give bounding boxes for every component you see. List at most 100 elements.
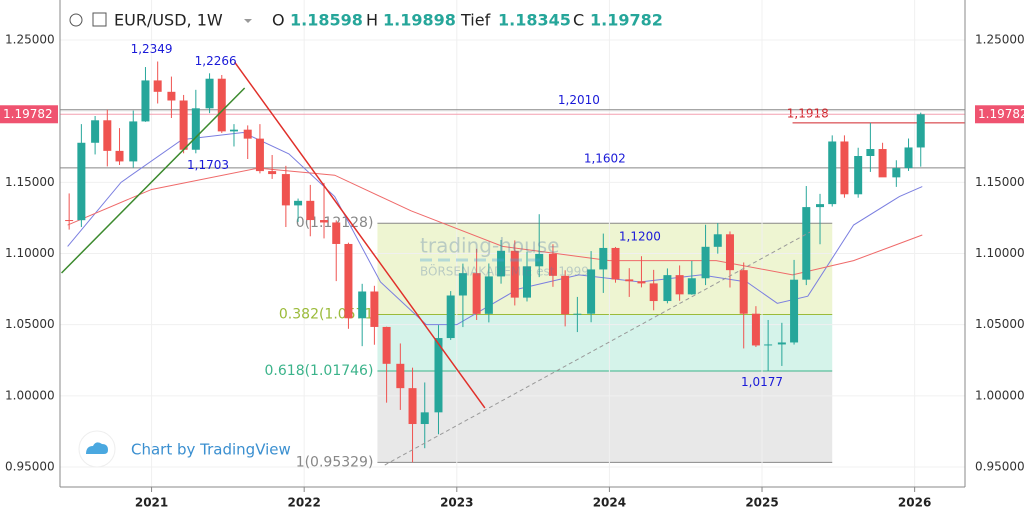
y-tick-label: 1.15000 <box>975 175 1024 189</box>
add-icon[interactable] <box>92 12 107 27</box>
candle-body <box>205 78 214 109</box>
fib-label: 1(0.95329) <box>296 454 374 470</box>
grid-layer <box>60 0 965 487</box>
candle-body <box>573 313 582 315</box>
trend-line <box>60 87 246 274</box>
y-tick-label: 1.25000 <box>975 33 1024 47</box>
candle-body <box>217 78 226 132</box>
horizontal-line-label: 1,1918 <box>787 106 829 120</box>
candle-body <box>103 120 112 151</box>
candle-body <box>243 129 252 139</box>
watermark: trading-house BÖRSENAKADEMIE est 1999 <box>420 234 589 279</box>
x-tick-label: 2023 <box>440 496 473 510</box>
candle-body <box>535 253 544 267</box>
watermark-subtitle: BÖRSENAKADEMIE est 1999 <box>420 263 589 279</box>
fib-zone <box>377 370 833 463</box>
moving-average <box>67 167 923 276</box>
fib-zone <box>377 314 833 371</box>
price-annotation: 1,2349 <box>131 42 173 56</box>
candle-body <box>840 141 849 195</box>
candle-body <box>268 171 277 175</box>
candle-body <box>420 412 429 425</box>
candle-body <box>828 141 837 205</box>
credit-text[interactable]: Chart by TradingView <box>131 441 291 459</box>
x-tick-label: 2025 <box>745 496 778 510</box>
candle-body <box>484 276 493 314</box>
candle-body <box>115 150 124 162</box>
credit-cloud <box>86 442 108 454</box>
candle-body <box>497 250 506 277</box>
candle-body <box>370 291 379 327</box>
candle-body <box>255 138 264 172</box>
y-tick-label: 1.10000 <box>975 246 1024 260</box>
y-tick-label: 1.10000 <box>5 246 55 260</box>
price-annotation: 1,1200 <box>619 230 661 244</box>
candle-body <box>306 200 315 221</box>
candle-body <box>790 279 799 343</box>
candle-body <box>472 273 481 314</box>
candle-body <box>637 281 646 284</box>
collapse-icon[interactable] <box>69 13 83 27</box>
trend-line <box>384 231 811 466</box>
candle-body <box>522 266 531 298</box>
candle-body <box>434 338 443 413</box>
candle-body <box>191 108 200 150</box>
y-tick-label: 1.25000 <box>5 33 55 47</box>
ohlc-label: Tief <box>460 11 491 30</box>
plot-layer: 0.95000 0.95000 1.00000 1.00000 1.05000 1.050… <box>0 33 1024 510</box>
candle-body <box>878 149 887 178</box>
candle-body <box>713 234 722 247</box>
last-price-label: 1.19782 <box>978 107 1024 121</box>
y-tick-label: 0.95000 <box>975 460 1024 474</box>
candle-body <box>777 342 786 345</box>
candle-body <box>739 270 748 314</box>
candle-body <box>625 279 634 282</box>
candle-body <box>332 222 341 244</box>
candle-body <box>281 174 290 206</box>
candle-body <box>587 269 596 314</box>
y-tick-label: 1.15000 <box>5 175 55 189</box>
candle-body <box>904 147 913 169</box>
y-tick-label: 0.95000 <box>5 460 55 474</box>
candle-body <box>153 80 162 92</box>
candle-body <box>599 247 608 270</box>
candle-body <box>663 275 672 302</box>
y-tick-label: 1.05000 <box>975 317 1024 331</box>
fib-label: 0.618(1.01746) <box>265 363 374 379</box>
candle-body <box>687 278 696 295</box>
candle-body <box>91 120 100 143</box>
y-tick-label: 1.00000 <box>975 388 1024 402</box>
candle-body <box>816 204 825 208</box>
dropdown-icon[interactable] <box>244 19 252 23</box>
ohlc-value: 1.18345 <box>498 11 571 30</box>
ohlc-label: H <box>366 11 378 30</box>
y-tick-label: 1.05000 <box>5 317 55 331</box>
x-tick-label: 2022 <box>287 496 320 510</box>
price-annotation: 1,2266 <box>195 54 237 68</box>
candle-body <box>764 344 773 346</box>
last-price-badge <box>975 105 1024 124</box>
candle-body <box>548 253 557 276</box>
candle-body <box>701 246 710 279</box>
candle-body <box>294 200 303 206</box>
candle-body <box>510 250 519 298</box>
candle-body <box>358 291 367 319</box>
candle-body <box>65 220 74 222</box>
candle-body <box>866 149 875 157</box>
y-tick-label: 1.00000 <box>5 388 55 402</box>
candle-body <box>382 326 391 364</box>
candle-body <box>77 142 86 221</box>
candle-body <box>167 91 176 101</box>
credit[interactable]: Chart by TradingView <box>78 430 291 468</box>
header: EUR/USD, 1W O 1.18598 H 1.19898 Tief 1.1… <box>69 11 663 30</box>
ohlc-label: O <box>272 11 285 30</box>
last-price-badge <box>0 105 58 124</box>
ohlc-label: C <box>573 11 584 30</box>
price-annotation: 1,1703 <box>187 158 229 172</box>
candle-body <box>446 295 455 339</box>
candle-body <box>649 283 658 302</box>
candle-body <box>725 234 734 271</box>
x-tick-label: 2026 <box>898 496 931 510</box>
